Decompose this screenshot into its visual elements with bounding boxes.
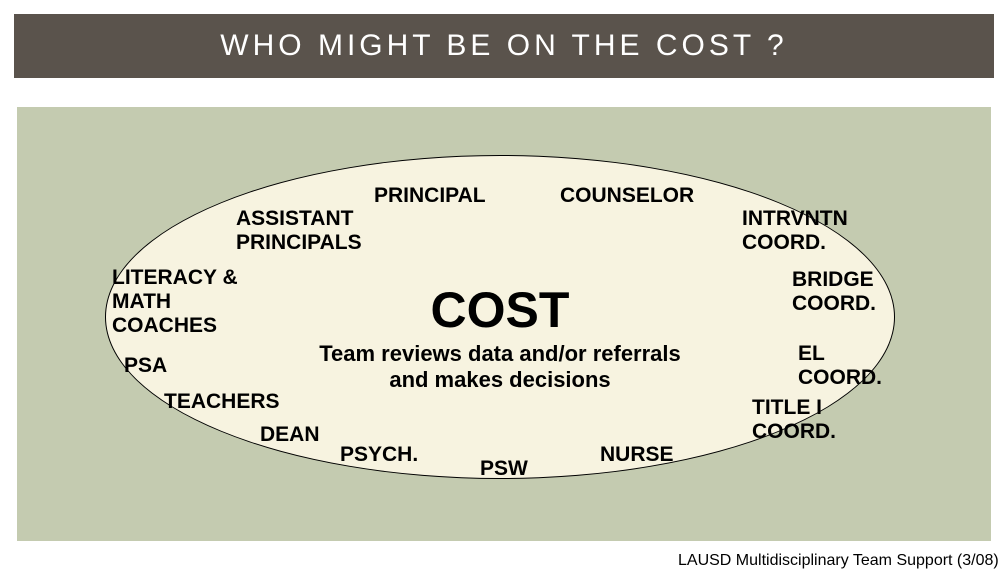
role-assist-principals: ASSISTANTPRINCIPALS (236, 207, 362, 255)
role-dean: DEAN (260, 423, 320, 447)
center-subtitle: Team reviews data and/or referrals and m… (240, 341, 760, 393)
center-subtitle-line2: and makes decisions (240, 367, 760, 393)
role-intrvntn-coord: INTRVNTNCOORD. (742, 207, 848, 255)
center-subtitle-line1: Team reviews data and/or referrals (240, 341, 760, 367)
center-title: COST (300, 281, 700, 339)
role-counselor: COUNSELOR (560, 184, 694, 208)
role-el-coord: ELCOORD. (798, 342, 882, 390)
role-psych: PSYCH. (340, 443, 418, 467)
role-nurse: NURSE (600, 443, 674, 467)
role-psw: PSW (480, 457, 528, 481)
page-title: WHO MIGHT BE ON THE COST ? (220, 29, 787, 63)
title-band: WHO MIGHT BE ON THE COST ? (14, 14, 994, 78)
role-psa: PSA (124, 354, 167, 378)
role-literacy-math: LITERACY &MATHCOACHES (112, 266, 238, 338)
slide-page: WHO MIGHT BE ON THE COST ? COST Team rev… (0, 0, 1008, 576)
role-principal: PRINCIPAL (374, 184, 486, 208)
role-title1-coord: TITLE ICOORD. (752, 396, 836, 444)
role-teachers: TEACHERS (164, 390, 280, 414)
footer-text: LAUSD Multidisciplinary Team Support (3/… (678, 552, 999, 570)
role-bridge-coord: BRIDGECOORD. (792, 268, 876, 316)
